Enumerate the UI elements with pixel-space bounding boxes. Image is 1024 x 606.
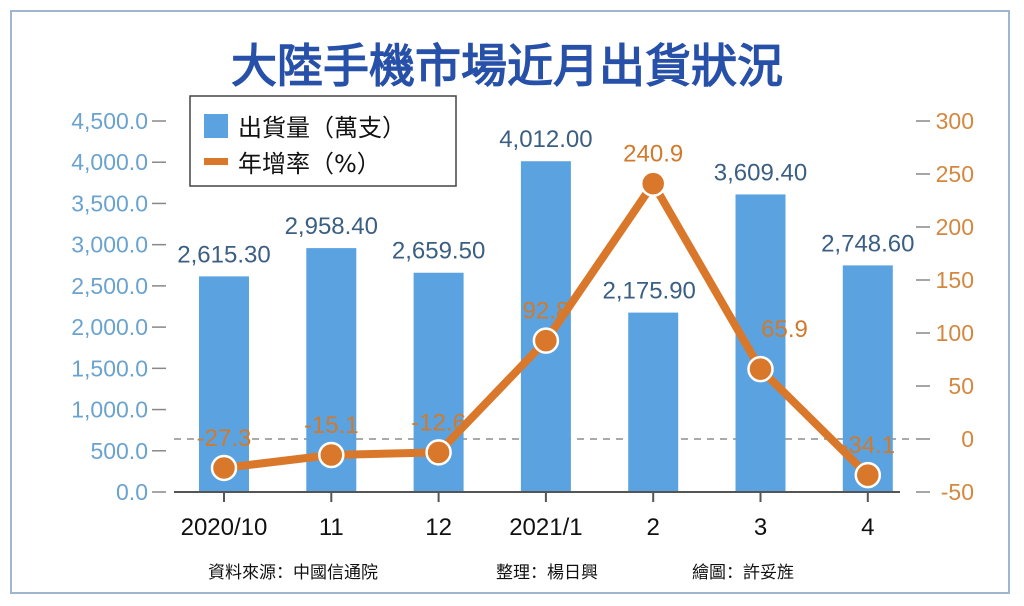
left-tick-label: 500.0	[90, 438, 148, 464]
legend-bar-swatch	[204, 114, 228, 138]
left-tick-label: 0.0	[116, 479, 148, 505]
bar	[628, 312, 679, 492]
right-tick-label: 50	[948, 373, 974, 399]
chart-svg: 大陸手機市場近月出貨狀況 0.0 500.0 1,000.0 1,500.0 2,000…	[71, 39, 974, 583]
left-tick-label: 2,000.0	[71, 314, 148, 340]
growth-value-label: -12.6	[411, 409, 466, 436]
growth-value-label: 65.9	[761, 316, 808, 343]
right-tick-label: 100	[936, 320, 974, 346]
growth-value-label: 240.9	[623, 141, 683, 168]
illustrator-text: 繪圖：許妥旌	[692, 563, 794, 583]
legend-label-growth: 年增率（%）	[238, 150, 381, 178]
editor-text: 整理：楊日興	[496, 563, 598, 583]
right-axis: -50 0 50 100 150 200 250 300	[916, 108, 974, 505]
legend: 出貨量（萬支） 年增率（%）	[189, 95, 457, 187]
growth-value-label: -34.1	[840, 432, 895, 459]
growth-point	[747, 355, 774, 383]
right-tick-label: 300	[936, 108, 974, 134]
source-text: 資料來源：中國信通院	[208, 563, 378, 583]
bar-value-label: 3,609.40	[714, 159, 807, 186]
left-tick-label: 1,000.0	[71, 397, 148, 423]
growth-point	[425, 439, 452, 466]
bar-value-label: 2,615.30	[177, 241, 270, 268]
left-tick-label: 2,500.0	[71, 273, 148, 299]
x-tick-label: 11	[319, 514, 344, 541]
chart-title: 大陸手機市場近月出貨狀況	[231, 39, 783, 93]
source-note: 資料來源：中國信通院 整理：楊日興 繪圖：許妥旌	[208, 563, 794, 583]
right-tick-label: 0	[961, 426, 974, 452]
growth-point	[210, 454, 238, 482]
left-tick-label: 1,500.0	[71, 355, 148, 381]
right-tick-label: -50	[941, 479, 974, 505]
bar-value-label: 2,175.90	[602, 278, 695, 305]
bar-value-label: 2,748.60	[821, 230, 914, 257]
growth-value-label: -15.1	[304, 412, 359, 439]
bar-labels: 2,615.30 2,958.40 2,659.50 4,012.00 2,175.90…	[177, 126, 914, 304]
line-series	[210, 170, 882, 489]
left-axis: 0.0 500.0 1,000.0 1,500.0 2,000.0 2,500.0 3,00…	[71, 108, 166, 505]
x-tick-label: 2020/10	[181, 514, 268, 541]
left-tick-label: 3,500.0	[71, 190, 148, 216]
bar-value-label: 2,659.50	[392, 238, 485, 265]
growth-point	[639, 170, 667, 197]
legend-line-swatch	[204, 158, 228, 165]
growth-point	[532, 327, 560, 354]
x-tick-label: 2021/1	[509, 514, 582, 541]
legend-label-shipments: 出貨量（萬支）	[238, 114, 406, 142]
chart-frame: 大陸手機市場近月出貨狀況 0.0 500.0 1,000.0 1,500.0 2,000…	[10, 10, 1010, 594]
bar-value-label: 2,958.40	[285, 213, 378, 240]
growth-point	[854, 461, 882, 489]
left-tick-label: 3,000.0	[71, 232, 148, 258]
x-tick-label: 2	[647, 514, 660, 541]
right-tick-label: 250	[936, 161, 974, 187]
x-tick-label: 12	[425, 514, 452, 541]
right-tick-label: 200	[936, 214, 974, 240]
left-tick-label: 4,000.0	[71, 149, 148, 175]
x-tick-label: 3	[754, 514, 767, 541]
growth-value-label: 92.8	[523, 298, 570, 325]
x-tick-label: 4	[861, 514, 874, 541]
bar	[520, 161, 571, 492]
point-labels: -27.3 -15.1 -12.6 92.8 240.9 65.9 -34.1	[197, 141, 896, 460]
legend-box	[189, 95, 457, 187]
x-axis: 2020/10 11 12 2021/1 2 3 4	[174, 491, 900, 541]
left-tick-label: 4,500.0	[71, 108, 148, 134]
bar-value-label: 4,012.00	[499, 126, 592, 153]
growth-point	[318, 441, 345, 469]
growth-value-label: -27.3	[197, 425, 252, 452]
right-tick-label: 150	[936, 267, 974, 293]
